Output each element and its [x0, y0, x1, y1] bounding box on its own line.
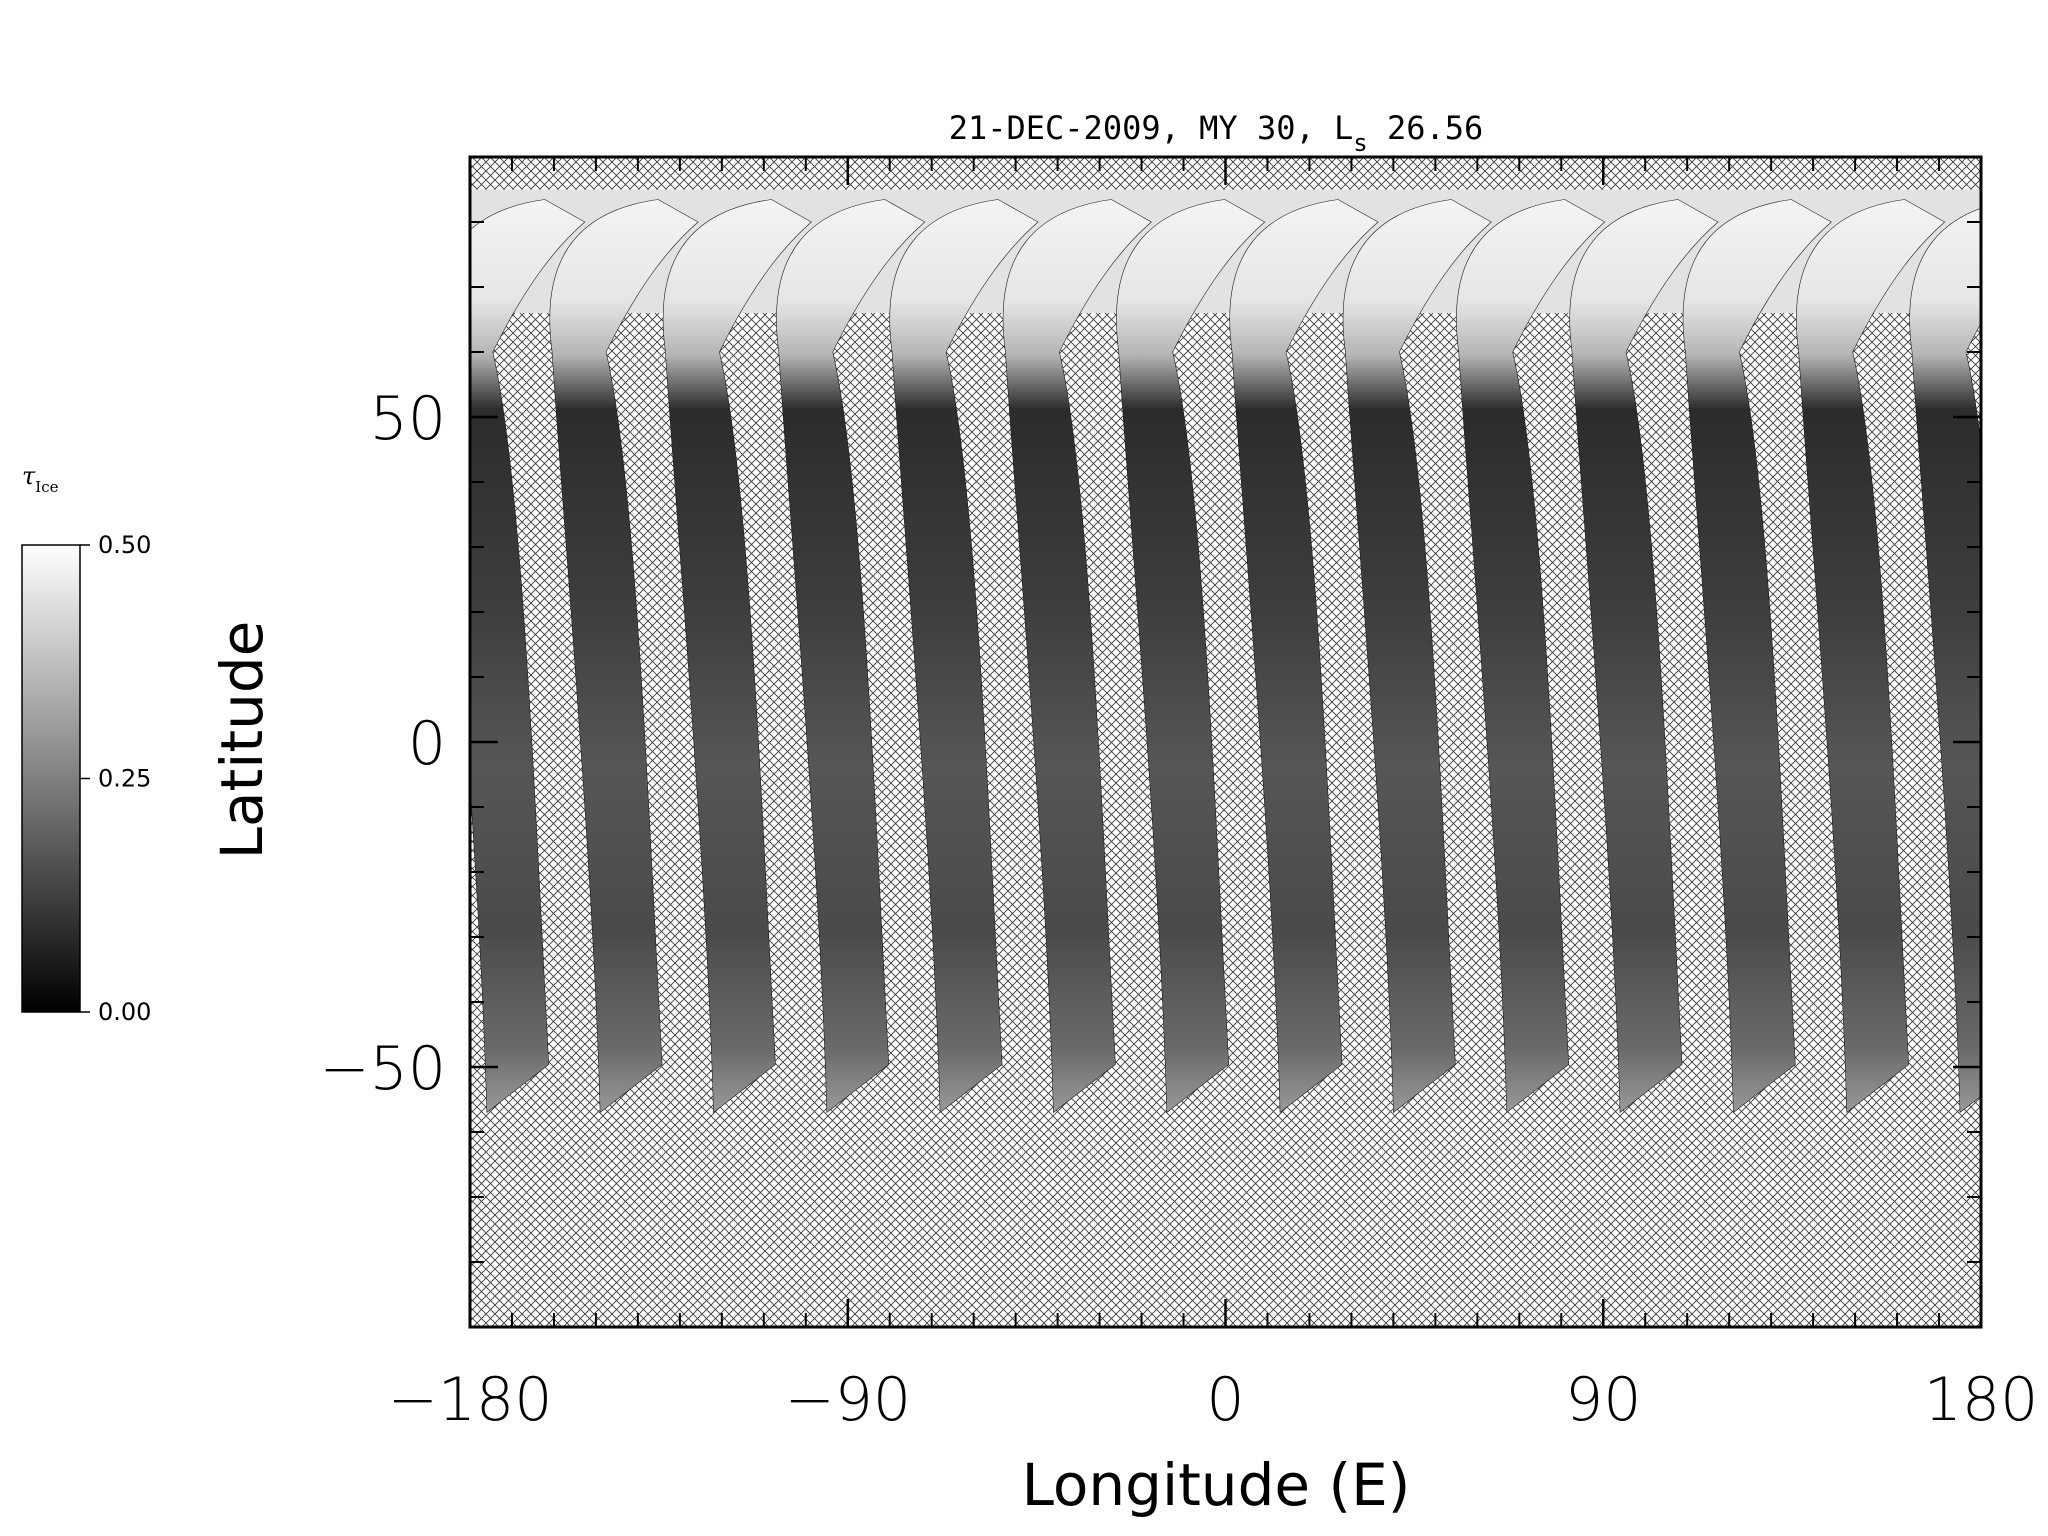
- orbit-swaths: [470, 189, 1981, 1114]
- colorbar-tick-label: 0.25: [98, 765, 151, 793]
- orbit-swath: [1569, 199, 1719, 1114]
- orbit-swath: [1342, 199, 1492, 1114]
- x-tick-labels: −180 −90 0 90 180: [388, 1365, 2039, 1435]
- y-axis-label: Latitude: [208, 621, 276, 860]
- orbit-swath: [662, 199, 812, 1114]
- orbit-swath: [1002, 199, 1152, 1114]
- orbit-swath: [1682, 199, 1832, 1114]
- colorbar-title: τIce: [22, 462, 59, 496]
- orbit-swath: [1909, 207, 1981, 1114]
- colorbar-gradient: [21, 544, 81, 1013]
- x-tick-label: 180: [1924, 1365, 2039, 1435]
- map-plot-area: [468, 155, 1983, 1329]
- orbit-swath: [1229, 199, 1379, 1114]
- y-tick-label: 0: [408, 709, 446, 779]
- x-tick-label: −90: [784, 1365, 911, 1435]
- map-title: 21-DEC-2009, MY 30, Ls 26.56: [949, 109, 1484, 157]
- colorbar-ticks: 0.50 0.25 0.00: [80, 531, 151, 1026]
- orbit-swath: [889, 199, 1039, 1114]
- orbit-swath: [1796, 199, 1946, 1114]
- orbit-swath: [776, 199, 926, 1114]
- colorbar-tick-label: 0.50: [98, 531, 151, 559]
- x-axis-label: Longitude (E): [1022, 1451, 1411, 1519]
- y-tick-label: 50: [370, 384, 446, 454]
- colorbar: τIce 0.50 0.25 0.00: [21, 462, 151, 1026]
- orbit-swath: [470, 199, 586, 1114]
- x-tick-label: 0: [1206, 1365, 1244, 1435]
- y-tick-labels: 50 0 −50: [319, 384, 446, 1104]
- major-ticks: [468, 157, 1983, 1327]
- orbit-swath: [1456, 199, 1606, 1114]
- x-tick-label: 90: [1565, 1365, 1641, 1435]
- colorbar-tick-label: 0.00: [98, 998, 151, 1026]
- orbit-swath: [1116, 199, 1266, 1114]
- y-tick-label: −50: [319, 1034, 446, 1104]
- orbit-swath: [549, 199, 699, 1114]
- x-tick-label: −180: [388, 1365, 553, 1435]
